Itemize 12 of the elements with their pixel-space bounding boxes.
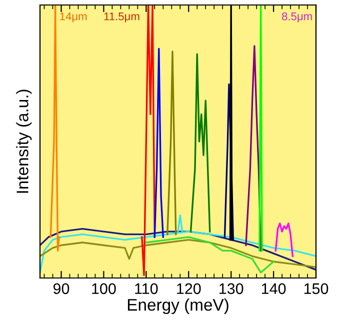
y-axis-title: Intensity (a.u.): [16, 90, 32, 193]
annotation: 8.5μm: [282, 12, 312, 22]
x-tick-label: 130: [220, 283, 244, 294]
x-tick-label: 140: [262, 283, 286, 294]
annotation: 11.5μm: [104, 12, 140, 22]
x-axis-title: Energy (meV): [128, 298, 228, 314]
x-tick-label: 110: [135, 283, 158, 294]
annotation: 14μm: [60, 12, 87, 22]
x-tick-label: 100: [92, 283, 116, 294]
x-tick-label: 150: [304, 283, 328, 294]
x-tick-label: 90: [53, 283, 70, 294]
x-tick-label: 120: [177, 283, 201, 294]
